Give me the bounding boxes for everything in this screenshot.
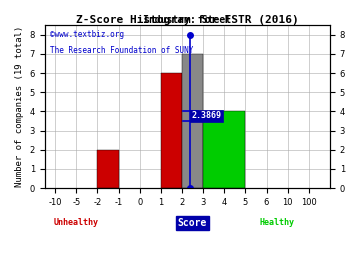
Text: The Research Foundation of SUNY: The Research Foundation of SUNY: [50, 46, 194, 55]
Bar: [182, 54, 203, 188]
Text: Healthy: Healthy: [260, 218, 294, 227]
Title: Z-Score Histogram for FSTR (2016): Z-Score Histogram for FSTR (2016): [76, 15, 299, 25]
Bar: [98, 150, 118, 188]
Text: 2.3869: 2.3869: [191, 111, 221, 120]
Text: Industry: Steel: Industry: Steel: [143, 15, 231, 25]
Text: Score: Score: [178, 218, 207, 228]
Bar: [203, 112, 246, 188]
Bar: [161, 73, 182, 188]
Text: Unhealthy: Unhealthy: [54, 218, 99, 227]
Text: ©www.textbiz.org: ©www.textbiz.org: [50, 30, 124, 39]
Y-axis label: Number of companies (19 total): Number of companies (19 total): [15, 26, 24, 187]
